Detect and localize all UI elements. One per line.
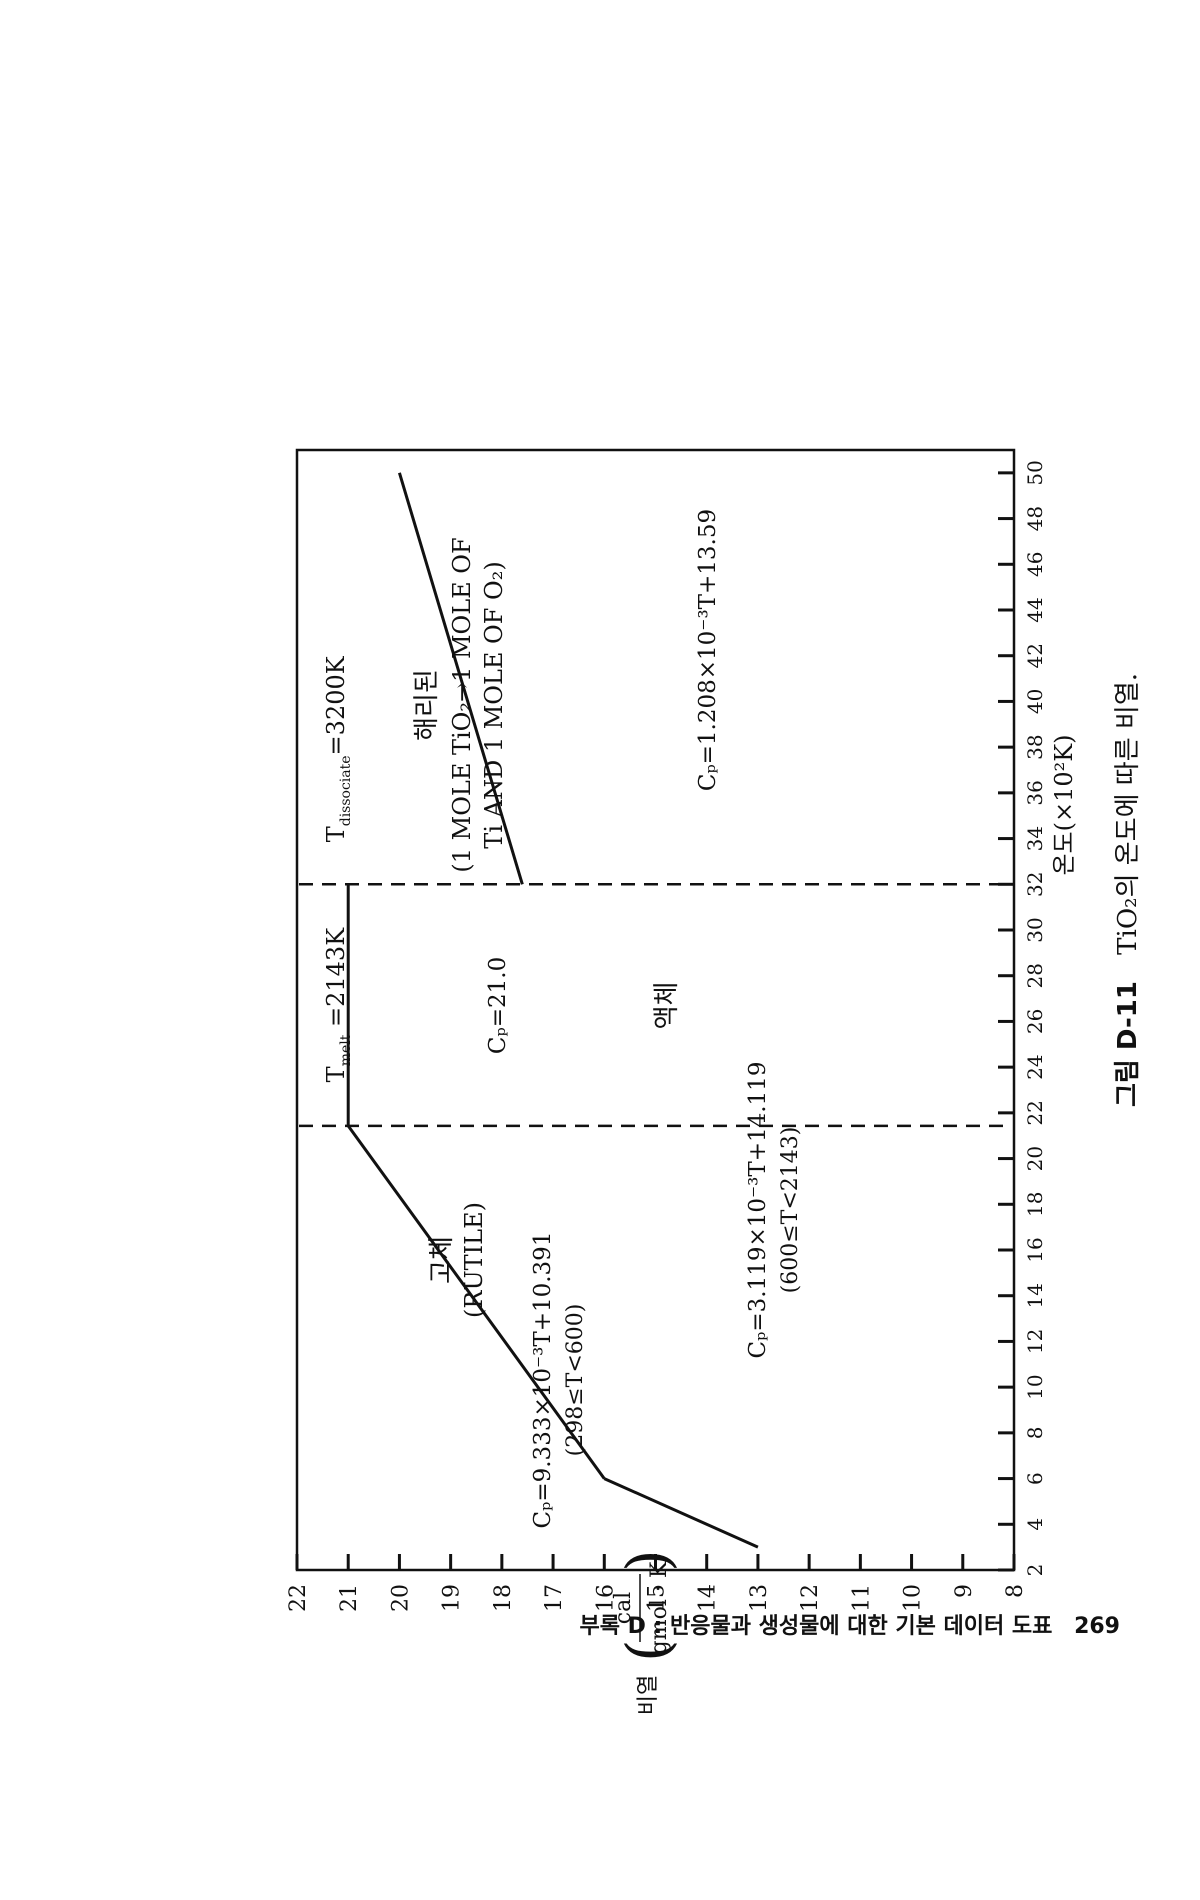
x-tick-label: 46	[1023, 552, 1047, 577]
x-tick-label: 40	[1023, 689, 1047, 714]
equation-liquid: Cₚ=21.0	[485, 957, 511, 1054]
y-axis-label-group: 비열 ( cal gmol · K )	[611, 1549, 682, 1715]
x-tick-label: 4	[1023, 1518, 1047, 1531]
equation-solid-high: Cₚ=3.119×10⁻³T+14.119	[745, 1062, 771, 1359]
x-tick-label: 28	[1023, 963, 1047, 988]
x-tick-label: 14	[1023, 1283, 1047, 1308]
y-tick-label: 17	[542, 1584, 567, 1612]
x-tick-label: 44	[1023, 597, 1047, 622]
y-tick-label: 16	[593, 1584, 618, 1612]
x-tick-label: 20	[1023, 1146, 1047, 1171]
dissociate-temperature-label: Tdissociate=3200K	[322, 655, 354, 842]
equation-solid-low: Cₚ=9.333×10⁻³T+10.391	[530, 1232, 556, 1529]
figure-caption-text: TiO₂의 온도에 따른 비열.	[1113, 673, 1143, 955]
temp-label-subscript: dissociate	[338, 755, 354, 826]
y-tick-label: 13	[747, 1584, 772, 1612]
x-tick-label: 22	[1023, 1100, 1047, 1125]
equation-solid-high-range: (600≤T<2143)	[778, 1127, 803, 1294]
temp-label-subscript: melt	[338, 1034, 354, 1066]
y-axis-unit-numerator: cal	[611, 1592, 636, 1624]
y-tick-label: 20	[388, 1584, 413, 1612]
x-tick-label: 32	[1023, 872, 1047, 897]
temp-label-main: T	[322, 1066, 350, 1082]
temp-label-value: =3200K	[322, 655, 350, 755]
x-tick-label: 6	[1023, 1472, 1047, 1485]
x-tick-label: 24	[1023, 1054, 1047, 1079]
y-axis-label: 비열	[636, 1675, 661, 1715]
page-number: 269	[1074, 1614, 1120, 1639]
y-tick-label: 14	[696, 1584, 721, 1612]
y-tick-label: 8	[1003, 1584, 1028, 1598]
x-tick-label: 2	[1023, 1564, 1047, 1577]
figure-number: 그림 D-11	[1113, 981, 1143, 1107]
x-tick-label: 48	[1023, 506, 1047, 531]
dissociated-phase-line2: Ti AND 1 MOLE OF O₂)	[480, 561, 508, 848]
series-line-4	[397, 472, 524, 885]
melt-temperature-label: Tmelt =2143K	[322, 927, 354, 1083]
figure-caption: 그림 D-11 TiO₂의 온도에 따른 비열.	[1113, 673, 1143, 1107]
tio2-heat-capacity-chart: 8910111213141516171819202122246810121416…	[286, 448, 1143, 1715]
x-tick-label: 50	[1023, 460, 1047, 485]
dissociated-phase-label: 해리된	[412, 669, 442, 741]
x-tick-label: 36	[1023, 780, 1047, 805]
x-tick-label: 26	[1023, 1009, 1047, 1034]
x-tick-label: 30	[1023, 917, 1047, 942]
y-tick-label: 18	[491, 1584, 516, 1612]
dissociated-phase-line1: (1 MOLE TiO₂→1 MOLE OF	[448, 537, 476, 872]
page-footer: 부록 D : 반응물과 생성물에 대한 기본 데이터 도표 269	[420, 1608, 1120, 1640]
axes: 8910111213141516171819202122246810121416…	[286, 460, 1047, 1612]
equation-solid-low-range: (298≤T<600)	[563, 1304, 588, 1457]
y-tick-label: 12	[798, 1584, 823, 1612]
temp-label-main: T	[322, 826, 350, 842]
temp-label-value: =2143K	[322, 927, 350, 1035]
y-axis-unit-bracket-right: )	[614, 1549, 682, 1572]
y-tick-label: 22	[286, 1584, 311, 1612]
x-tick-label: 42	[1023, 643, 1047, 668]
y-tick-label: 15	[645, 1584, 670, 1612]
x-tick-label: 18	[1023, 1192, 1047, 1217]
y-axis-unit-denominator: gmol · K	[647, 1561, 672, 1654]
x-tick-label: 10	[1023, 1374, 1047, 1399]
rotated-figure: 8 9 10 11 12 13 14 15 16 17 18 19 20 21 22 2 4 6 8 10 12 14 16…	[60, 60, 1160, 1900]
equation-dissociated: Cₚ=1.208×10⁻³T+13.59	[695, 509, 721, 791]
series-line-1	[603, 1477, 759, 1549]
liquid-phase-label: 액체	[652, 982, 682, 1030]
solid-phase-sublabel: (RUTILE)	[460, 1202, 488, 1318]
y-axis-unit-bracket-left: (	[614, 1639, 682, 1662]
x-axis-label: 온도(×10²K)	[1050, 734, 1078, 875]
x-tick-label: 38	[1023, 734, 1047, 759]
y-tick-label: 9	[952, 1584, 977, 1598]
x-tick-label: 8	[1023, 1426, 1047, 1439]
y-tick-label: 21	[337, 1584, 362, 1612]
footer-text: 부록 D : 반응물과 생성물에 대한 기본 데이터 도표	[579, 1614, 1053, 1639]
y-tick-label: 19	[440, 1584, 465, 1612]
y-tick-label: 10	[901, 1584, 926, 1612]
x-tick-label: 12	[1023, 1329, 1047, 1354]
series-line-2	[347, 1125, 606, 1480]
solid-phase-label: 고체	[427, 1236, 457, 1284]
x-tick-label: 16	[1023, 1237, 1047, 1262]
x-tick-label: 34	[1023, 826, 1047, 851]
page: 8 9 10 11 12 13 14 15 16 17 18 19 20 21 22 2 4 6 8 10 12 14 16…	[286, 448, 1143, 1715]
y-tick-label: 11	[849, 1584, 874, 1612]
